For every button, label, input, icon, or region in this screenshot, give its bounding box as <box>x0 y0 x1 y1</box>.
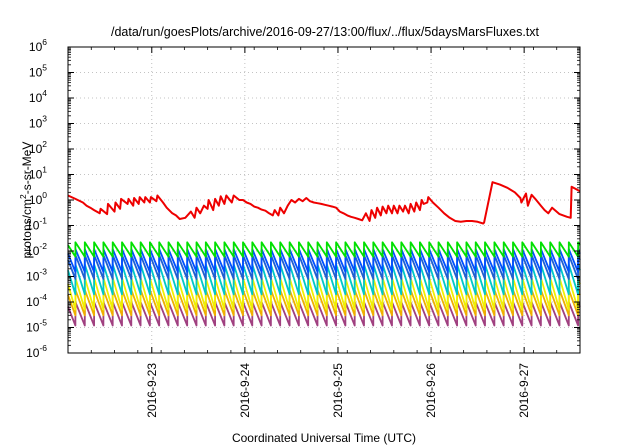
y-tick-label-exponent: 6 <box>42 37 47 47</box>
y-axis-ticks: 10-610-510-410-310-210-11001011021031041… <box>26 37 580 360</box>
x-axis-ticks: 2016-9-23 2016-9-24 2016-9-25 2016-9-26 2016… <box>67 47 581 418</box>
y-tick-label-base: 10 <box>29 91 43 105</box>
x-tick-label: 2016-9-24 <box>238 363 252 418</box>
y-tick-label: 10-4 <box>26 292 47 309</box>
y-tick-label-base: 10 <box>26 219 40 233</box>
y-tick-label: 10-1 <box>26 216 47 233</box>
y-tick-label-base: 10 <box>29 142 43 156</box>
y-tick-label-exponent: -3 <box>39 267 47 277</box>
y-tick-label: 10-3 <box>26 267 47 284</box>
y-tick-label-base: 10 <box>26 295 40 309</box>
x-tick-label: 2016-9-27 <box>517 363 531 418</box>
series-layer <box>67 181 581 327</box>
y-tick-label: 103 <box>29 114 47 131</box>
y-tick-label-exponent: 3 <box>42 114 47 124</box>
y-tick-label-base: 10 <box>29 193 43 207</box>
y-tick-label-base: 10 <box>26 270 40 284</box>
y-tick-label: 10-2 <box>26 241 47 258</box>
y-tick-label-exponent: -1 <box>39 216 47 226</box>
y-tick-label: 102 <box>29 139 47 156</box>
y-tick-label-base: 10 <box>29 117 43 131</box>
x-tick-label: 2016-9-26 <box>424 363 438 418</box>
y-tick-label-base: 10 <box>29 168 43 182</box>
series-line <box>67 181 581 225</box>
y-tick-label-exponent: -4 <box>39 292 47 302</box>
y-axis-label: protons/cm2-s-sr-MeV <box>18 142 34 259</box>
y-tick-label: 104 <box>29 88 47 105</box>
y-tick-label-exponent: -2 <box>39 241 47 251</box>
y-axis-label-superscript: 2 <box>18 194 28 199</box>
y-tick-label-base: 10 <box>26 346 40 360</box>
y-tick-label-base: 10 <box>26 244 40 258</box>
x-axis-label: Coordinated Universal Time (UTC) <box>232 431 416 445</box>
y-axis-label-suffix: -s-sr-MeV <box>20 142 34 195</box>
x-tick-label: 2016-9-23 <box>145 363 159 418</box>
series-line <box>67 241 581 258</box>
y-axis-label-prefix: protons/cm <box>20 199 34 258</box>
series-line <box>67 248 581 273</box>
y-tick-label-exponent: 0 <box>42 190 47 200</box>
y-tick-label: 101 <box>29 165 47 182</box>
y-tick-label-exponent: 2 <box>42 139 47 149</box>
y-tick-label: 106 <box>29 37 47 54</box>
y-tick-label-exponent: 5 <box>42 63 47 73</box>
y-tick-label: 10-5 <box>26 318 47 335</box>
y-tick-label-exponent: 1 <box>42 165 47 175</box>
y-tick-label-exponent: -5 <box>39 318 47 328</box>
y-tick-label-base: 10 <box>29 66 43 80</box>
y-tick-label-base: 10 <box>26 321 40 335</box>
chart-title: /data/run/goesPlots/archive/2016-09-27/1… <box>111 25 540 39</box>
y-tick-label-exponent: -6 <box>39 343 47 353</box>
y-tick-label: 10-6 <box>26 343 47 360</box>
x-tick-label: 2016-9-25 <box>331 363 345 418</box>
y-tick-label: 105 <box>29 63 47 80</box>
y-tick-label-exponent: 4 <box>42 88 47 98</box>
y-tick-label-base: 10 <box>29 40 43 54</box>
y-tick-label: 100 <box>29 190 47 207</box>
